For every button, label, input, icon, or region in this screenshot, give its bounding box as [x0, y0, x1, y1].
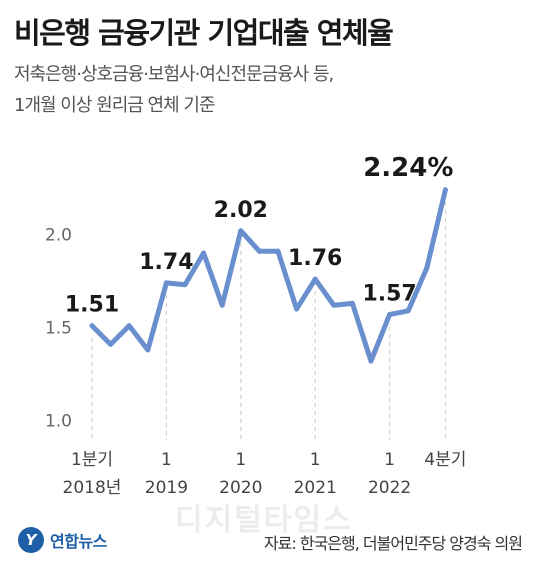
data-point [294, 306, 300, 312]
y-tick-label: 1.5 [45, 319, 72, 339]
x-tick-label: 1 [310, 450, 321, 470]
x-tick-label-year: 2019 [145, 478, 188, 498]
data-label: 2.02 [214, 198, 268, 223]
x-tick-label: 1 [384, 450, 395, 470]
data-point [108, 341, 114, 347]
data-point [275, 248, 281, 254]
watermark: 디지털타임스 [175, 503, 353, 538]
publisher-name: 연합뉴스 [50, 532, 107, 551]
x-tick-label-year: 2020 [219, 478, 262, 498]
data-point [424, 265, 430, 271]
x-tick-label: 1 [235, 450, 246, 470]
chart-subtitle-line2: 1개월 이상 원리금 연체 기준 [14, 95, 216, 116]
data-label: 1.51 [65, 293, 119, 318]
data-point [331, 302, 337, 308]
data-point [219, 302, 225, 308]
data-label: 1.74 [139, 250, 193, 275]
y-tick-label: 1.0 [45, 412, 72, 432]
publisher-logo: Y 연합뉴스 [18, 527, 107, 553]
data-label: 1.76 [288, 246, 342, 271]
data-point [145, 347, 151, 353]
y-tick-label: 2.0 [45, 225, 72, 245]
source-note: 자료: 한국은행, 더불어민주당 양경숙 의원 [263, 534, 523, 553]
data-point [368, 358, 374, 364]
data-point [182, 282, 188, 288]
x-tick-label-year: 2021 [294, 478, 337, 498]
x-tick-label: 4분기 [424, 450, 466, 470]
data-label: 2.24% [363, 153, 453, 183]
x-tick-label: 1 [161, 450, 172, 470]
data-point [163, 280, 169, 286]
x-tick-label: 1분기 [71, 450, 113, 470]
data-point [201, 250, 207, 256]
data-point [238, 228, 244, 234]
data-point [405, 308, 411, 314]
data-label: 1.57 [362, 282, 416, 307]
chart-subtitle-line1: 저축은행·상호금융·보험사·여신전문금융사 등, [14, 64, 334, 85]
data-point [349, 300, 355, 306]
x-tick-label-year: 2018년 [63, 478, 122, 498]
data-point [387, 312, 393, 318]
line-chart: 1.0 1.5 2.0 1.51 1.74 2.02 1.76 1.57 2.24% 1분기 201… [45, 153, 467, 498]
data-point [442, 187, 448, 193]
publisher-logo-icon: Y [18, 527, 44, 553]
data-point [312, 276, 318, 282]
series-line [89, 187, 448, 364]
data-point [256, 248, 262, 254]
chart-title: 비은행 금융기관 기업대출 연체율 [14, 16, 394, 50]
data-point [126, 323, 132, 329]
data-point [89, 323, 95, 329]
x-tick-label-year: 2022 [368, 478, 411, 498]
